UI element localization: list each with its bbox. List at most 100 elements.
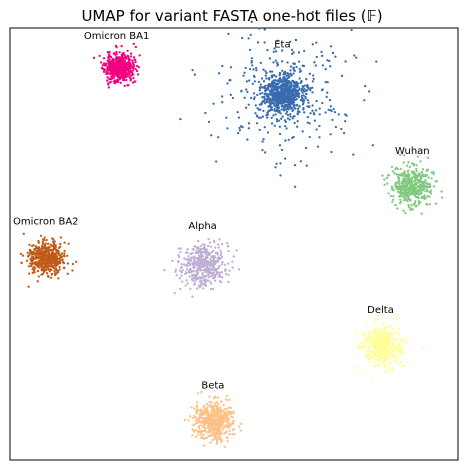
data-point [115,72,119,75]
data-point [392,338,395,341]
data-point [212,102,215,105]
data-point [404,336,407,339]
data-point [415,177,419,180]
data-point [236,111,239,114]
data-point [132,56,136,59]
data-point [194,276,197,279]
data-point [262,68,265,71]
data-point [51,252,54,255]
data-point [374,328,377,331]
data-point [406,182,409,186]
data-point [118,51,121,54]
data-point [191,434,194,437]
data-point [107,68,111,71]
data-point [50,273,53,276]
data-point [129,65,132,69]
data-point [27,285,30,288]
data-point [225,394,229,398]
data-point [196,392,200,395]
data-point [389,345,393,349]
data-point [226,417,229,420]
data-point [382,355,386,358]
data-point [270,76,274,79]
data-point [426,182,429,185]
data-point [263,126,266,129]
data-point [286,117,290,120]
data-point [291,88,294,91]
data-point [369,337,372,341]
data-point [61,258,64,261]
data-point [217,246,220,249]
data-point [334,55,337,58]
data-point [374,363,377,367]
data-point [127,59,131,62]
data-point [306,99,309,102]
data-point [59,261,62,265]
data-point [391,368,394,371]
data-point [296,107,300,110]
data-point [230,412,233,415]
data-point [211,287,215,291]
data-point [215,401,218,404]
data-point [183,418,187,422]
data-point [298,70,302,74]
data-point [306,84,309,87]
data-point [271,80,274,83]
data-point [227,413,230,416]
data-point [406,199,409,203]
data-point [321,64,325,67]
data-point [205,402,209,406]
data-point [194,273,197,277]
data-point [399,346,402,349]
data-point [129,55,133,58]
data-point [205,407,208,410]
data-point [268,98,271,102]
data-point [410,179,413,182]
data-point [200,421,203,424]
data-point [275,92,278,95]
data-point [108,58,111,61]
data-point [385,357,388,360]
data-point [204,274,208,278]
data-point [370,355,373,359]
data-point [269,108,272,111]
data-point [396,167,399,171]
data-point [43,270,46,273]
data-point [426,190,430,193]
data-point [199,408,202,411]
data-point [202,258,205,261]
data-point [394,349,398,352]
data-point [228,429,231,433]
data-point [53,260,56,264]
data-point [214,246,217,249]
data-point [202,437,205,440]
data-point [56,263,60,266]
data-point [193,73,196,76]
data-point [388,365,391,368]
data-point [174,270,177,273]
data-point [368,339,372,343]
data-point [229,66,233,69]
data-point [295,103,299,107]
data-point [203,427,207,431]
data-point [309,88,312,92]
data-point [363,99,366,102]
data-point [39,234,43,237]
data-point [285,110,289,113]
data-point [402,161,405,164]
data-point [190,259,193,262]
data-point [391,327,394,331]
data-point [381,356,384,359]
data-point [237,131,240,135]
data-point [400,191,404,194]
data-point [289,40,292,43]
data-point [278,97,281,100]
data-point [328,59,331,63]
data-point [217,243,220,246]
data-point [272,82,275,85]
data-point [228,424,231,427]
data-point [404,175,407,178]
data-point [275,162,278,165]
data-point [370,350,373,354]
data-point [385,348,388,351]
